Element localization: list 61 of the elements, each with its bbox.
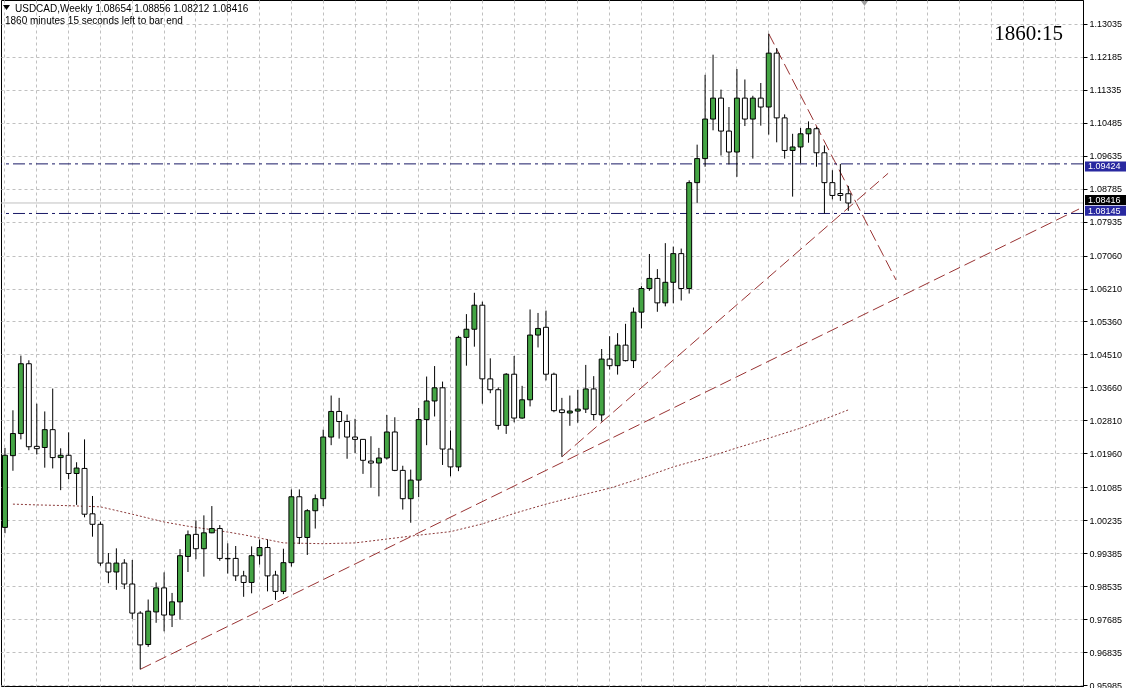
candlestick (57, 447, 64, 491)
candlestick (558, 397, 565, 458)
candlestick (360, 438, 366, 475)
y-tick-label: 1.02810 (1089, 415, 1123, 426)
candlestick (574, 389, 581, 424)
y-tick-label: 1.01085 (1089, 482, 1123, 493)
candlestick (192, 519, 199, 560)
candlestick (232, 545, 239, 582)
y-tick-label: 1.13035 (1089, 19, 1123, 30)
text: 1860 minutes 15 seconds left to bar end (5, 15, 183, 26)
y-tick-label: 1.12185 (1089, 52, 1123, 63)
y-tick-label: 1.09635 (1089, 151, 1123, 162)
candlestick (344, 414, 351, 460)
chart-title: USDCAD,Weekly 1.08654 1.08856 1.08212 1.08416 (15, 3, 249, 14)
candlestick (9, 409, 16, 472)
candlestick (367, 435, 374, 489)
y-tick-label: 1.11335 (1089, 85, 1122, 96)
y-tick-label: 1.05360 (1089, 316, 1123, 327)
candlestick (535, 312, 541, 348)
candlestick (336, 397, 343, 440)
y-tick-label: 1.03660 (1089, 382, 1123, 393)
ref-line-label: 1.08145 (1088, 205, 1121, 216)
y-tick-label: 0.96835 (1089, 647, 1123, 658)
y-tick-label: 0.98535 (1089, 581, 1123, 592)
candlestick (200, 514, 207, 578)
y-tick-label: 0.97685 (1089, 614, 1123, 625)
candlestick (519, 385, 526, 420)
candlestick (33, 403, 40, 455)
y-tick-label: 1.01960 (1089, 448, 1123, 459)
candlestick (741, 79, 748, 127)
y-tick-label: 1.10485 (1089, 118, 1123, 129)
y-tick-label: 1.07935 (1089, 217, 1123, 228)
ref-line-label: 1.08416 (1088, 195, 1121, 206)
annotation: 1860:15 (994, 21, 1063, 45)
y-tick-label: 0.95985 (1089, 680, 1123, 688)
candlestick (710, 54, 717, 131)
y-tick-label: 1.08785 (1089, 184, 1123, 195)
candlestick (208, 505, 215, 534)
candlestick (407, 469, 414, 524)
candlestick (582, 364, 589, 414)
candlestick (352, 418, 358, 454)
candlestick (726, 106, 732, 165)
y-tick-label: 1.04510 (1089, 349, 1123, 360)
y-tick-label: 1.00235 (1089, 515, 1123, 526)
candlestick (121, 558, 128, 590)
candlestick (312, 493, 319, 530)
y-tick-label: 1.06210 (1089, 284, 1123, 295)
candlestick (487, 357, 494, 394)
candlestick (41, 410, 48, 469)
ref-line-label: 1.09424 (1088, 161, 1121, 172)
candlestick (566, 395, 573, 427)
candlestick (185, 530, 191, 573)
candlestick (845, 185, 852, 212)
candlestick (169, 592, 176, 628)
candlestick (749, 95, 756, 160)
line-series (12, 409, 849, 545)
candlestick (757, 82, 764, 127)
y-tick-label: 0.99385 (1089, 548, 1123, 559)
candlestick (662, 242, 669, 307)
y-tick-label: 1.07060 (1089, 251, 1123, 262)
candlestick (375, 447, 382, 497)
